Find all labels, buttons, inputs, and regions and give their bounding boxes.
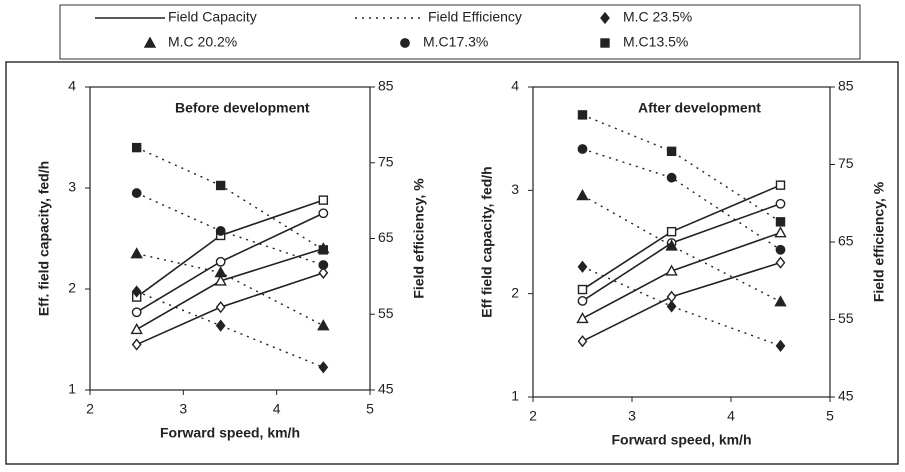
legend-label: M.C17.3% [423, 34, 488, 50]
legend-marker [600, 11, 610, 25]
y2-tick-label: 65 [838, 233, 854, 249]
point [775, 217, 786, 227]
y-tick-label: 3 [511, 181, 519, 197]
legend-marker [400, 38, 410, 48]
y-tick-label: 4 [68, 78, 76, 94]
legend-marker [600, 38, 610, 48]
point [774, 295, 787, 307]
x-tick-label: 5 [826, 408, 834, 424]
y-axis-label: Eff field capacity, fed/h [479, 166, 495, 317]
y2-tick-label: 45 [838, 388, 854, 404]
efficiency-line [582, 114, 781, 223]
point [318, 195, 329, 205]
y-tick-label: 2 [68, 280, 76, 296]
y-tick-label: 1 [68, 381, 76, 397]
point [577, 295, 588, 306]
y2-tick-label: 75 [838, 155, 854, 171]
point [215, 319, 226, 332]
point [576, 312, 589, 324]
point [576, 189, 589, 201]
point [131, 307, 142, 318]
legend-label: M.C13.5% [623, 34, 688, 50]
point [666, 146, 677, 157]
point [665, 239, 678, 251]
y2-tick-label: 55 [378, 305, 394, 321]
point [215, 256, 226, 267]
point [577, 110, 588, 120]
point [577, 335, 588, 348]
legend-box [59, 4, 861, 60]
x-tick-label: 4 [273, 401, 281, 417]
point [131, 142, 142, 153]
x-tick-label: 4 [727, 408, 735, 424]
point [214, 266, 227, 278]
point [318, 260, 329, 270]
legend-label: M.C 23.5% [623, 9, 692, 25]
y-tick-label: 4 [511, 78, 519, 94]
efficiency-line [136, 252, 324, 327]
point [775, 180, 786, 190]
y2-axis-label: Field efficiency, % [871, 181, 887, 302]
point [775, 256, 786, 269]
point [666, 172, 677, 183]
point [130, 247, 143, 259]
x-axis-label: Forward speed, km/h [611, 432, 751, 448]
legend-marker [143, 36, 157, 48]
panel-title: Before development [175, 100, 310, 116]
legend-label: Field Capacity [168, 9, 257, 25]
point [318, 361, 329, 374]
y2-axis-label: Field efficiency, % [411, 178, 427, 299]
x-axis-label: Forward speed, km/h [160, 425, 300, 441]
y-tick-label: 1 [511, 388, 519, 404]
point [577, 144, 588, 154]
x-tick-label: 3 [628, 408, 636, 424]
point [775, 244, 786, 255]
point [131, 338, 142, 351]
y2-tick-label: 75 [378, 153, 394, 169]
y-tick-label: 2 [511, 284, 519, 300]
point [130, 322, 143, 335]
point [214, 274, 227, 286]
y-axis-label: Eff. field capacity, fed/h [36, 161, 52, 316]
y2-tick-label: 45 [378, 381, 394, 397]
point [215, 301, 226, 314]
point [317, 319, 330, 331]
point [577, 260, 588, 273]
legend-label: Field Efficiency [428, 9, 522, 25]
legend-label: M.C 20.2% [168, 34, 237, 50]
point [318, 266, 329, 279]
y2-tick-label: 55 [838, 310, 854, 326]
point [131, 285, 142, 298]
point [666, 226, 677, 237]
frame [5, 61, 899, 465]
y2-tick-label: 65 [378, 229, 394, 245]
point [774, 226, 787, 238]
point [215, 180, 226, 191]
point [318, 245, 329, 255]
efficiency-line [582, 194, 781, 303]
y2-tick-label: 85 [378, 78, 394, 94]
point [577, 284, 588, 295]
x-tick-label: 2 [529, 408, 537, 424]
x-tick-label: 2 [86, 401, 94, 417]
point [775, 198, 786, 209]
y-tick-label: 3 [68, 179, 76, 195]
panel-title: After development [638, 100, 761, 116]
point [666, 300, 677, 313]
y2-tick-label: 85 [838, 78, 854, 94]
point [665, 264, 678, 276]
x-tick-label: 3 [179, 401, 187, 417]
x-tick-label: 5 [366, 401, 374, 417]
point [775, 339, 786, 352]
point [131, 188, 142, 198]
point [215, 226, 226, 236]
point [318, 208, 329, 219]
